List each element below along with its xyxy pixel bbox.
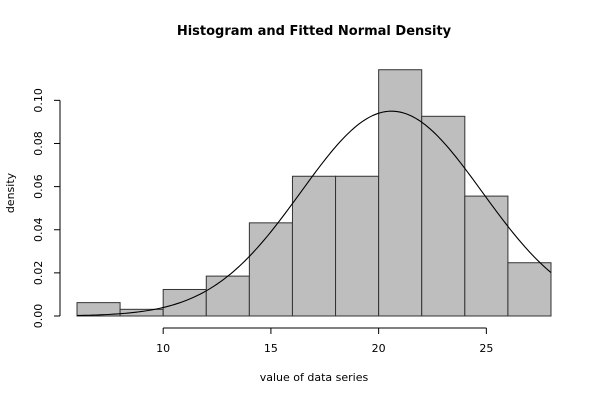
histogram-bar-4	[248, 222, 293, 317]
y-tick-label-4: 0.08	[32, 131, 45, 156]
y-axis: 0.00 0.02 0.04 0.06 0.08 0.10	[32, 88, 61, 329]
x-tick-label-3: 25	[479, 342, 493, 355]
y-tick-label-3: 0.06	[32, 174, 45, 199]
x-tick-label-1: 15	[264, 342, 278, 355]
histogram-bar-9	[464, 195, 509, 317]
histogram-bar-5	[291, 175, 337, 317]
histogram-bar-7	[378, 69, 423, 317]
histogram-bar-3	[205, 275, 250, 317]
histogram-bar-6	[335, 175, 380, 317]
histogram-bar-2	[162, 288, 207, 317]
y-axis-label: density	[4, 172, 17, 213]
histogram-bar-8	[421, 115, 466, 317]
y-tick-label-5: 0.10	[32, 88, 45, 113]
chart-title: Histogram and Fitted Normal Density	[177, 24, 452, 39]
x-tick-label-2: 20	[372, 342, 386, 355]
x-axis-label: value of data series	[260, 371, 369, 384]
histogram-bars	[76, 69, 552, 317]
y-tick-label-1: 0.02	[32, 261, 45, 286]
x-tick-label-0: 10	[156, 342, 170, 355]
normal-density-curve	[76, 110, 552, 317]
y-tick-label-2: 0.04	[32, 217, 45, 242]
y-tick-label-0: 0.00	[32, 304, 45, 329]
histogram-bar-10	[507, 262, 552, 317]
x-axis: 10 15 20 25	[156, 327, 493, 355]
